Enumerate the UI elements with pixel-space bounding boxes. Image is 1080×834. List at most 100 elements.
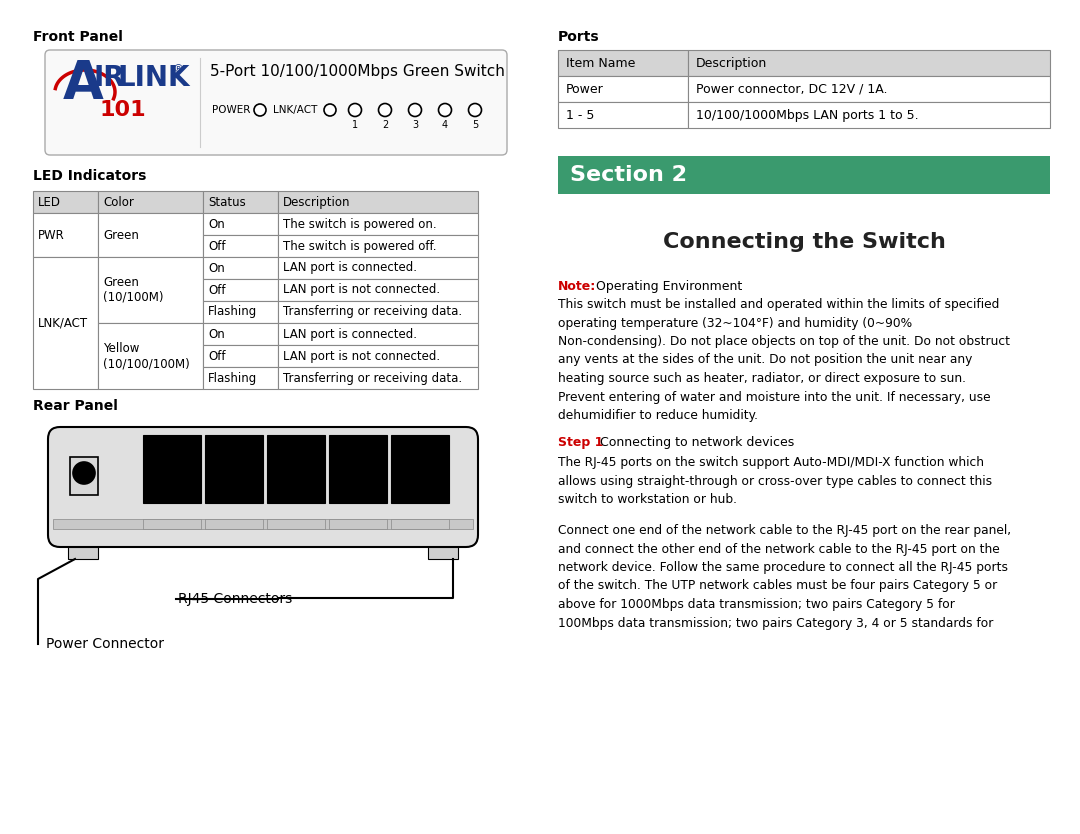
Text: Transferring or receiving data.: Transferring or receiving data. [283,371,462,384]
Text: Green
(10/100M): Green (10/100M) [103,276,163,304]
Text: Description: Description [283,195,351,208]
Text: LINK: LINK [118,64,190,92]
Text: LAN port is connected.: LAN port is connected. [283,262,417,274]
Text: Power Connector: Power Connector [46,637,164,651]
Bar [203,367,278,389]
Text: Green: Green [103,229,139,242]
Text: IR: IR [93,64,124,92]
Bar [53,519,473,529]
Bar [278,279,478,301]
Bar [203,257,278,279]
Circle shape [73,462,95,484]
Bar [391,519,449,529]
Text: Off: Off [208,239,226,253]
Text: RJ45 Connectors: RJ45 Connectors [178,592,293,606]
Bar [428,547,458,559]
Text: 1: 1 [352,120,359,130]
Text: The switch is powered on.: The switch is powered on. [283,218,436,230]
Circle shape [349,103,362,117]
Circle shape [469,103,482,117]
Text: POWER: POWER [212,105,251,115]
Bar [203,213,278,235]
Text: LAN port is not connected.: LAN port is not connected. [283,349,441,363]
Bar [278,257,478,279]
Bar [33,213,98,257]
FancyBboxPatch shape [45,50,507,155]
Bar [267,435,325,503]
Text: The RJ-45 ports on the switch support Auto-MDI/MDI-X function which
allows using: The RJ-45 ports on the switch support Au… [558,456,993,506]
Bar [203,301,278,323]
Circle shape [324,104,336,116]
Bar [329,519,387,529]
Text: Off: Off [208,349,226,363]
Text: LED Indicators: LED Indicators [33,169,147,183]
Circle shape [408,103,421,117]
Text: Note:: Note: [558,280,596,293]
Circle shape [254,104,266,116]
Bar [391,435,449,503]
Text: LAN port is not connected.: LAN port is not connected. [283,284,441,297]
Text: LAN port is connected.: LAN port is connected. [283,328,417,340]
Text: 10/100/1000Mbps LAN ports 1 to 5.: 10/100/1000Mbps LAN ports 1 to 5. [696,108,919,122]
Text: Connecting to network devices: Connecting to network devices [596,436,794,449]
Bar [278,235,478,257]
Text: Off: Off [208,284,226,297]
Bar [203,345,278,367]
Text: Flashing: Flashing [208,371,257,384]
Bar [98,191,203,213]
Text: 4: 4 [442,120,448,130]
Text: 5: 5 [472,120,478,130]
Bar [688,50,1050,76]
Bar [33,191,98,213]
Text: This switch must be installed and operated within the limits of specified
operat: This switch must be installed and operat… [558,298,1010,422]
Bar [203,235,278,257]
Bar [98,213,203,257]
Bar [203,191,278,213]
Text: Ports: Ports [558,30,599,44]
Bar [33,257,98,389]
Bar [205,435,264,503]
Text: Operating Environment: Operating Environment [592,280,742,293]
Text: 1 - 5: 1 - 5 [566,108,594,122]
Text: On: On [208,262,225,274]
Text: Transferring or receiving data.: Transferring or receiving data. [283,305,462,319]
Bar [278,345,478,367]
Text: 3: 3 [411,120,418,130]
Text: LNK/ACT: LNK/ACT [273,105,318,115]
Bar [329,435,387,503]
Text: 101: 101 [100,100,147,120]
Text: A: A [63,58,104,110]
Bar [278,367,478,389]
Bar [278,301,478,323]
Bar [267,519,325,529]
Text: Color: Color [103,195,134,208]
Bar [558,76,688,102]
Text: Rear Panel: Rear Panel [33,399,118,413]
Bar [558,50,688,76]
Text: Connecting the Switch: Connecting the Switch [662,232,945,252]
Text: PWR: PWR [38,229,65,242]
Bar [205,519,264,529]
Bar [203,323,278,345]
Text: Description: Description [696,57,767,69]
Bar [688,76,1050,102]
Text: Power connector, DC 12V / 1A.: Power connector, DC 12V / 1A. [696,83,888,96]
Text: Section 2: Section 2 [570,165,687,185]
Text: Step 1: Step 1 [558,436,604,449]
Text: ®: ® [173,64,184,74]
FancyBboxPatch shape [48,427,478,547]
Bar [278,191,478,213]
Bar [558,102,688,128]
Text: On: On [208,218,225,230]
Text: Yellow
(10/100/100M): Yellow (10/100/100M) [103,342,190,370]
Bar [68,547,98,559]
Bar [278,323,478,345]
Text: Power: Power [566,83,604,96]
Bar [98,257,203,323]
Bar [558,156,1050,194]
Text: Item Name: Item Name [566,57,635,69]
Text: LED: LED [38,195,60,208]
Text: 2: 2 [382,120,388,130]
Circle shape [378,103,391,117]
Bar [203,279,278,301]
